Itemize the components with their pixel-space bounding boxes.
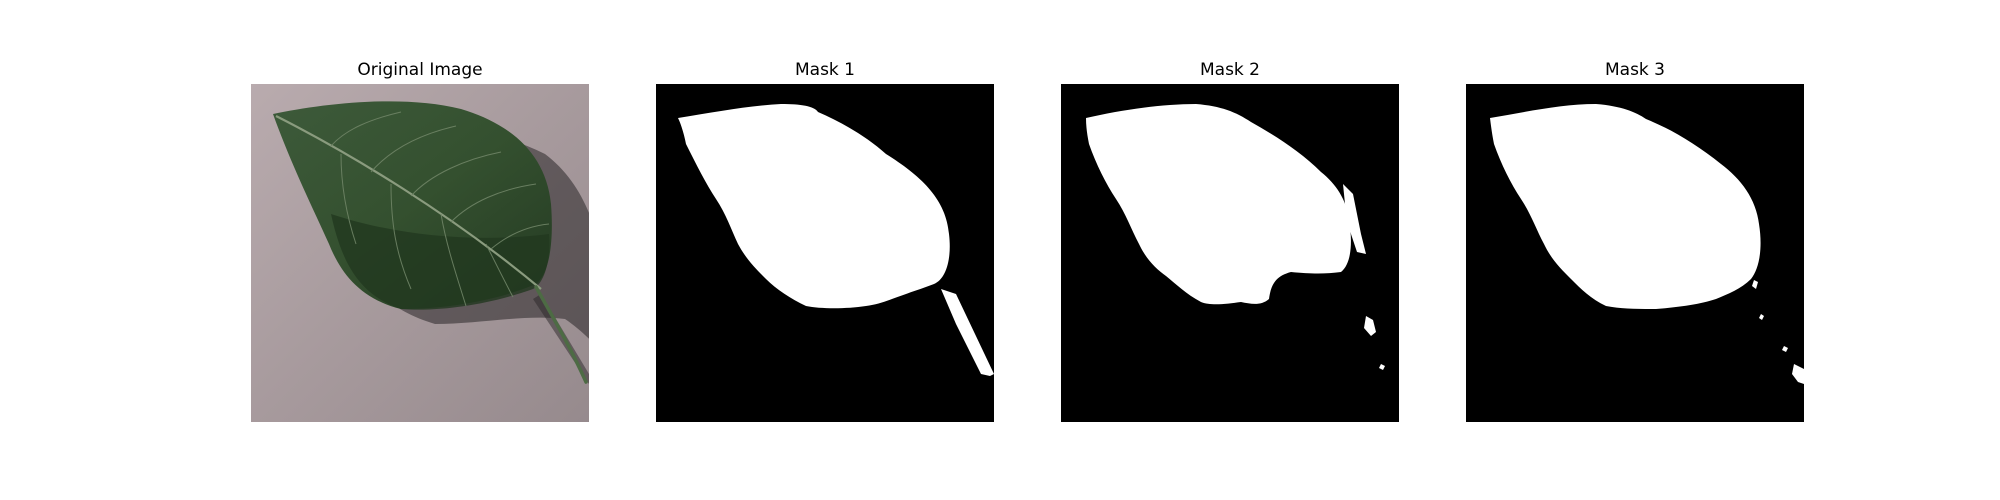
panel-title: Mask 2 — [1199, 60, 1260, 80]
mask-2-image — [1061, 84, 1399, 422]
mask-1-image — [656, 84, 994, 422]
panel-title: Mask 1 — [794, 60, 855, 80]
panel-title: Original Image — [357, 60, 483, 80]
original-leaf-photo — [251, 84, 589, 422]
mask-3-image — [1466, 84, 1804, 422]
panel-title: Mask 3 — [1604, 60, 1665, 80]
